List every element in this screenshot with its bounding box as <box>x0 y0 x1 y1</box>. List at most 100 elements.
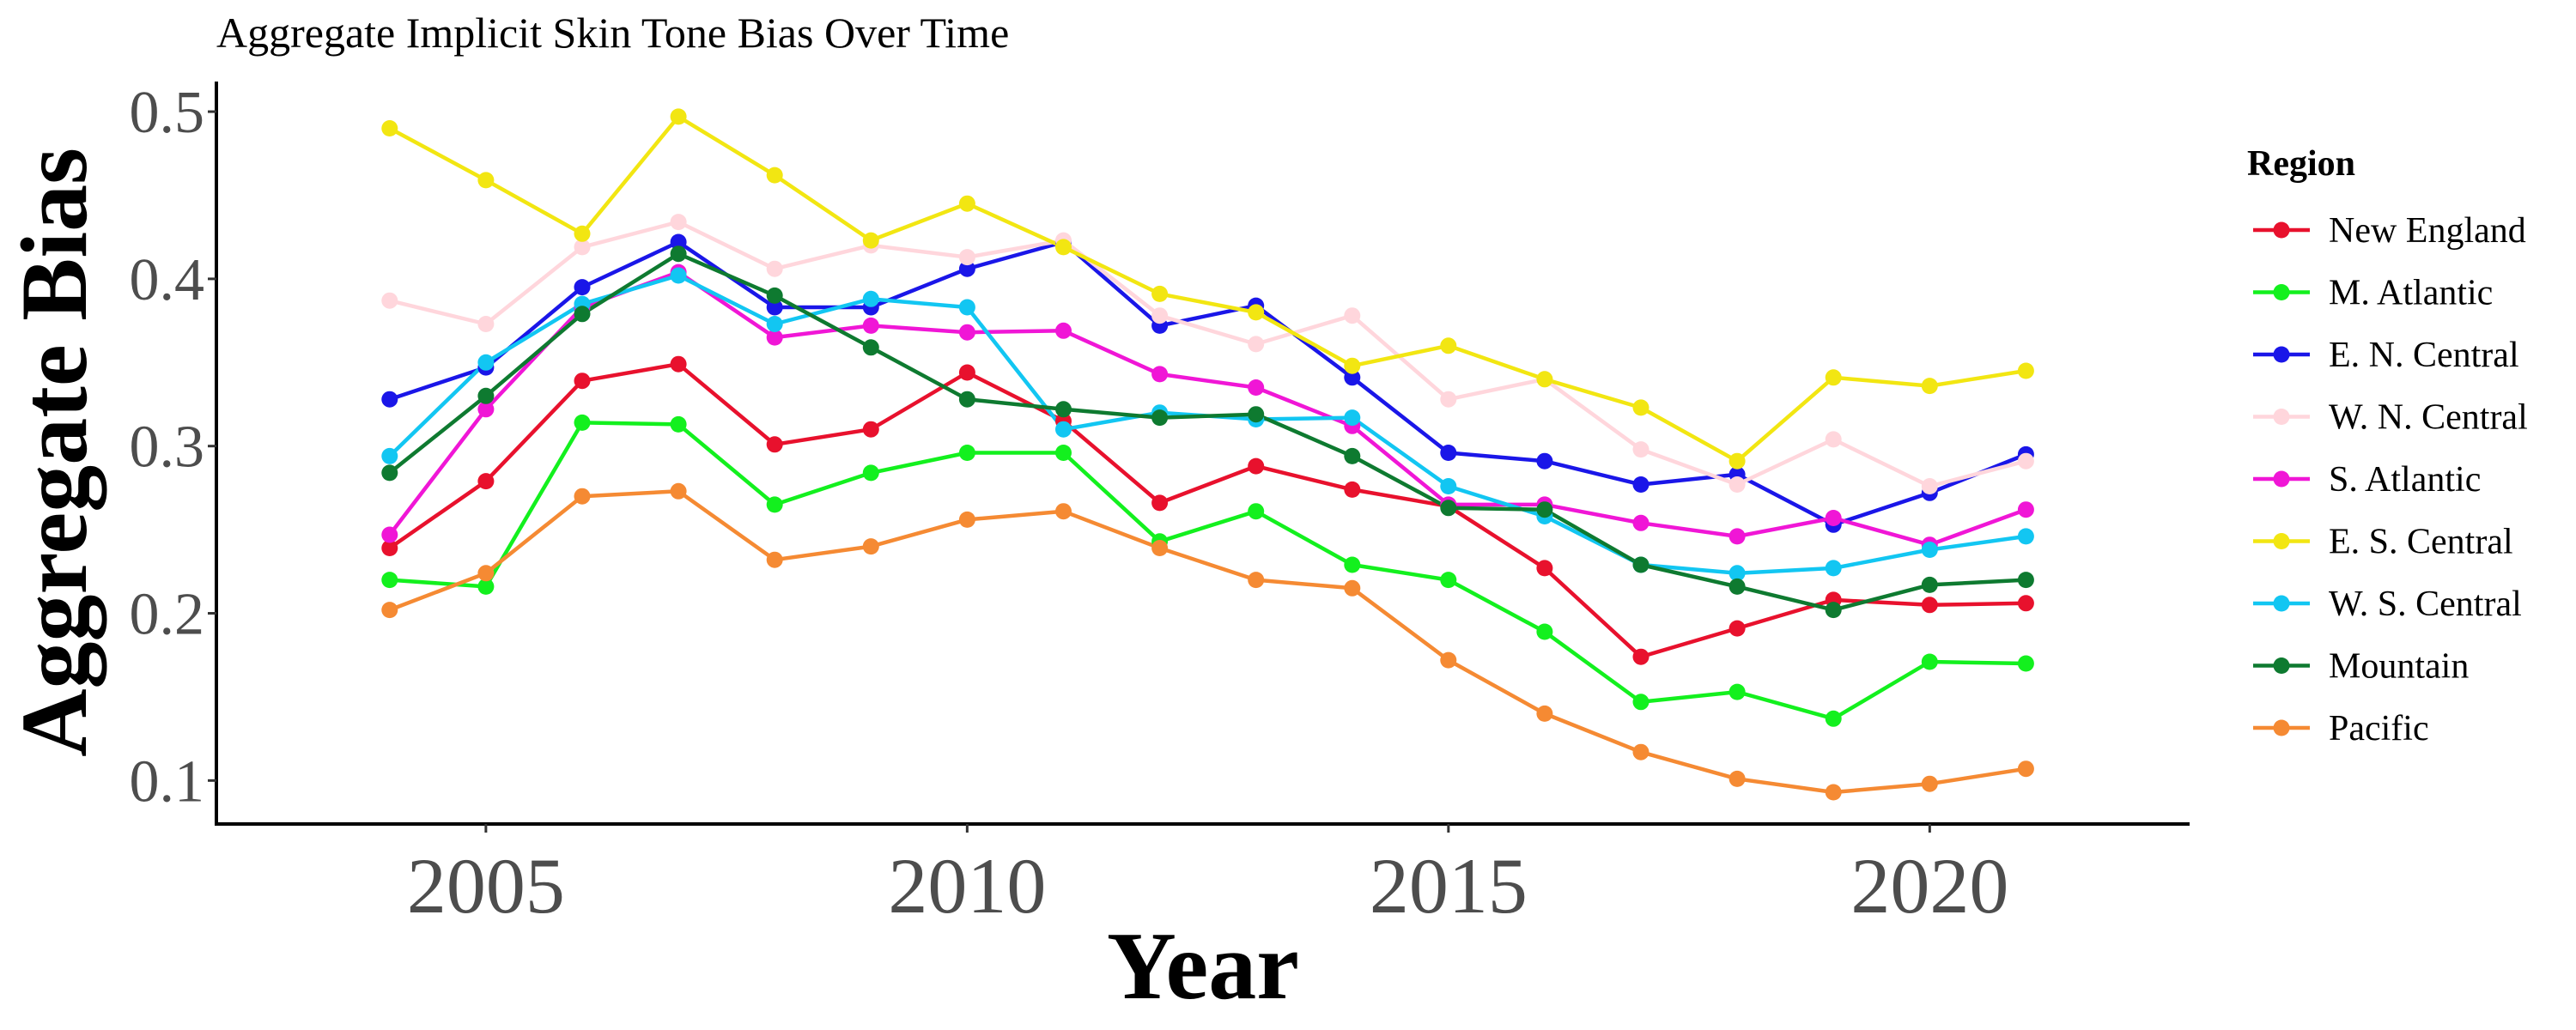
data-point-e-s-central <box>1921 378 1938 395</box>
data-point-w-s-central <box>1440 478 1457 494</box>
legend-key-point <box>2273 657 2290 674</box>
data-point-mountain <box>1825 602 1842 619</box>
data-point-w-n-central <box>766 260 783 277</box>
data-point-e-s-central <box>1055 239 1072 256</box>
data-point-pacific <box>1728 770 1746 787</box>
data-point-e-s-central <box>958 195 975 212</box>
y-tick-label: 0.2 <box>130 582 205 648</box>
data-point-w-s-central <box>1344 409 1361 427</box>
data-point-m-atlantic <box>958 445 975 461</box>
data-point-m-atlantic <box>1440 572 1457 589</box>
data-point-e-s-central <box>1536 371 1553 388</box>
data-point-w-n-central <box>670 214 687 231</box>
data-point-pacific <box>2017 760 2034 778</box>
data-point-s-atlantic <box>1825 510 1842 526</box>
data-point-w-n-central <box>381 292 398 309</box>
data-point-mountain <box>766 287 783 304</box>
data-point-mountain <box>958 391 975 408</box>
data-point-pacific <box>1055 503 1072 520</box>
data-point-e-s-central <box>2017 362 2034 379</box>
x-ticks: 2005 2010 2015 2020 <box>407 824 2008 930</box>
data-point-w-n-central <box>477 316 495 332</box>
x-axis-label: Year <box>1107 913 1299 1020</box>
data-point-pacific <box>1151 540 1169 556</box>
series-line-pacific <box>388 489 2026 795</box>
data-point-w-n-central <box>958 249 975 266</box>
legend-item-w-s-central: W. S. Central <box>2253 585 2522 624</box>
series-lines <box>388 114 2027 795</box>
legend-key-point <box>2273 533 2290 549</box>
data-point-m-atlantic <box>1632 694 1649 711</box>
legend-item-w-n-central: W. N. Central <box>2253 398 2528 438</box>
data-point-new-england <box>1248 457 1265 475</box>
y-axis-label: Aggregate Bias <box>2 148 106 757</box>
data-point-mountain <box>2017 572 2034 589</box>
legend-key-point <box>2273 719 2290 736</box>
data-point-new-england <box>477 473 495 490</box>
y-ticks: 0.1 0.2 0.3 0.4 0.5 <box>130 80 216 815</box>
data-point-new-england <box>862 421 879 438</box>
legend-label: W. N. Central <box>2329 398 2528 438</box>
legend-title: Region <box>2247 144 2355 184</box>
data-point-s-atlantic <box>766 329 783 346</box>
data-point-pacific <box>1440 651 1457 669</box>
data-point-w-s-central <box>381 447 398 464</box>
data-point-m-atlantic <box>381 572 398 589</box>
data-point-e-s-central <box>1248 304 1265 321</box>
data-point-w-s-central <box>477 354 495 371</box>
legend-label: E. S. Central <box>2329 523 2513 562</box>
x-tick-label: 2015 <box>1370 842 1528 930</box>
series-line-s-atlantic <box>388 270 2027 547</box>
data-point-w-s-central <box>862 290 879 307</box>
data-point-w-n-central <box>1248 336 1265 353</box>
data-point-w-n-central <box>1921 478 1938 494</box>
legend-item-s-atlantic: S. Atlantic <box>2253 460 2481 500</box>
data-point-new-england <box>1921 597 1938 614</box>
data-point-w-n-central <box>1632 441 1649 458</box>
plot-area: 0.1 0.2 0.3 0.4 0.5 2005 2010 2015 2020 <box>130 80 2190 930</box>
data-point-new-england <box>1632 648 1649 665</box>
legend-label: M. Atlantic <box>2329 274 2493 313</box>
data-point-mountain <box>1440 500 1457 517</box>
legend-key-point <box>2273 346 2290 363</box>
y-tick-label: 0.4 <box>130 247 205 313</box>
legend-key-point <box>2273 409 2290 425</box>
data-point-s-atlantic <box>1728 528 1746 545</box>
series-line-new-england <box>388 361 2026 659</box>
data-point-s-atlantic <box>1248 379 1265 396</box>
data-point-e-s-central <box>1344 357 1361 374</box>
data-point-w-n-central <box>1344 307 1361 324</box>
series-line-m-atlantic <box>389 421 2026 721</box>
data-point-mountain <box>1632 556 1649 573</box>
data-point-new-england <box>670 355 687 373</box>
legend-label: Mountain <box>2329 647 2469 687</box>
data-point-w-s-central <box>958 299 975 316</box>
y-tick-label: 0.3 <box>130 415 205 481</box>
data-point-m-atlantic <box>862 464 879 482</box>
data-point-w-s-central <box>1921 542 1938 558</box>
data-point-m-atlantic <box>1055 445 1072 461</box>
data-point-pacific <box>381 602 398 619</box>
data-point-new-england <box>1536 560 1553 577</box>
data-point-m-atlantic <box>2017 655 2034 672</box>
data-point-s-atlantic <box>1632 514 1649 531</box>
data-point-m-atlantic <box>477 578 495 595</box>
legend-item-mountain: Mountain <box>2253 647 2469 687</box>
data-point-new-england <box>574 373 591 390</box>
data-point-mountain <box>1248 406 1265 423</box>
data-point-m-atlantic <box>766 496 783 513</box>
data-point-e-n-central <box>1440 445 1457 461</box>
data-point-m-atlantic <box>670 415 687 433</box>
data-point-w-n-central <box>574 239 591 256</box>
data-point-e-n-central <box>766 299 783 316</box>
data-point-e-n-central <box>958 260 975 277</box>
series-line-mountain <box>388 251 2026 612</box>
data-point-pacific <box>958 511 975 528</box>
data-point-w-s-central <box>1825 560 1842 577</box>
data-point-mountain <box>1151 409 1169 427</box>
data-point-m-atlantic <box>1344 556 1361 573</box>
data-point-e-n-central <box>574 279 591 296</box>
data-point-e-s-central <box>1825 369 1842 386</box>
data-point-s-atlantic <box>381 526 398 543</box>
